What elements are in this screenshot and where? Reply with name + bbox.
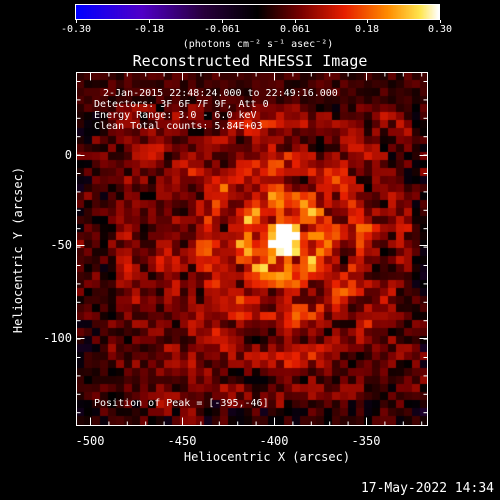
rhessi-image [76,72,428,426]
colorbar-tick: -0.061 [203,24,241,35]
x-tick-label: -350 [351,434,381,448]
y-tick-label: -100 [43,331,72,345]
colorbar-tick: 0.30 [427,24,453,35]
colorbar-tick: 0.061 [279,24,311,35]
x-tick-label: -400 [259,434,289,448]
colorbar [75,4,440,20]
colorbar-tick: -0.30 [60,24,92,35]
clean-total-counts: Clean Total counts: 5.84E+03 [94,121,263,132]
x-tick-label: -450 [167,434,197,448]
image-title: Reconstructed RHESSI Image [132,52,368,70]
time-range: 2-Jan-2015 22:48:24.000 to 22:49:16.000 [103,88,338,99]
colorbar-units: (photons cm⁻² s⁻¹ asec⁻²) [182,39,334,50]
x-axis-label: Heliocentric X (arcsec) [183,450,351,464]
peak-position: Position of Peak = [-395,-46] [94,398,269,409]
y-tick-label: -50 [50,238,72,252]
render-timestamp: 17-May-2022 14:34 [360,481,494,496]
detectors-info: Detectors: 3F 6F 7F 9F, Att 0 [94,99,269,110]
y-axis-label: Heliocentric Y (arcsec) [11,166,25,334]
energy-range: Energy Range: 3.0 - 6.0 keV [94,110,257,121]
y-tick-label: 0 [64,148,72,162]
x-tick-label: -500 [75,434,105,448]
colorbar-tick: 0.18 [354,24,380,35]
colorbar-tick: -0.18 [133,24,165,35]
